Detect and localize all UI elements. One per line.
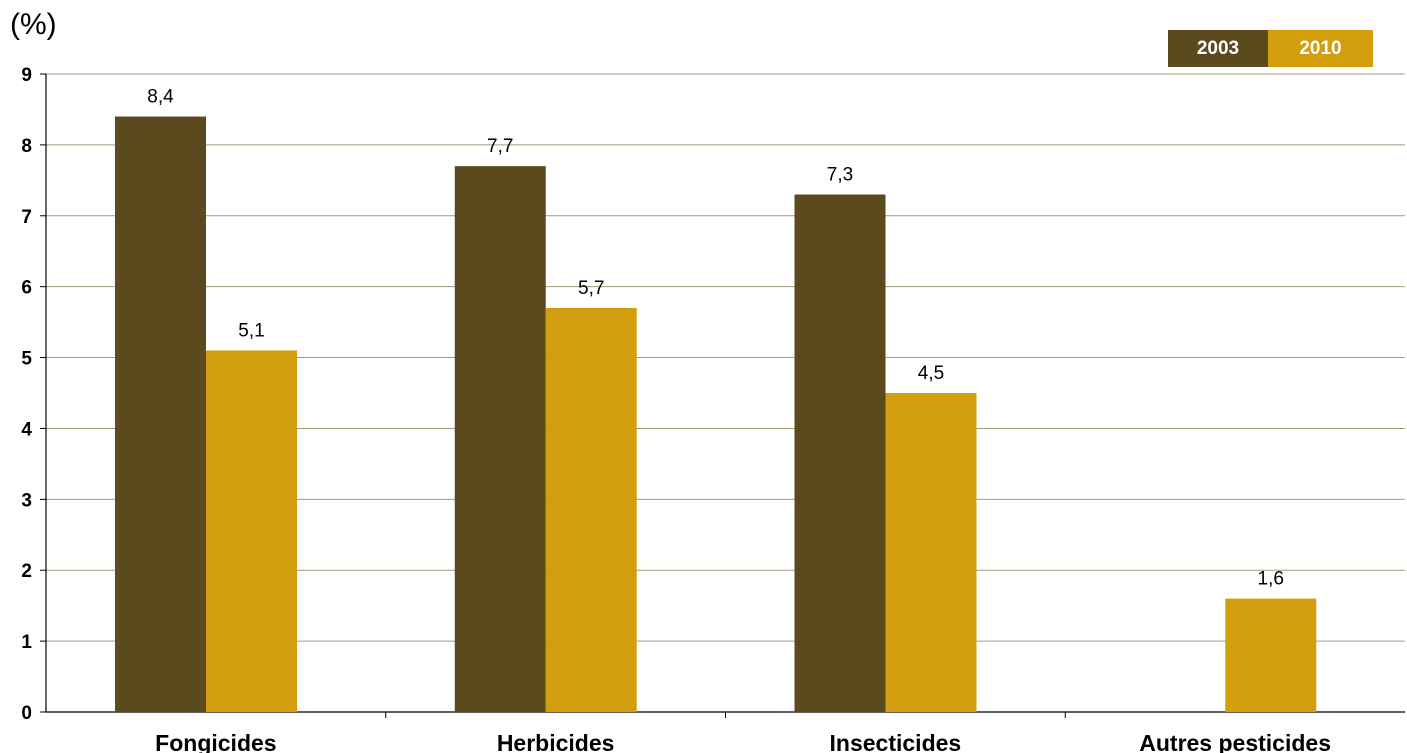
data-label: 7,3 xyxy=(827,165,853,186)
x-category-label: Fongicides xyxy=(155,730,276,753)
bar-2010-fongicides xyxy=(206,350,297,712)
y-tick-label: 9 xyxy=(21,65,32,86)
y-tick-label: 8 xyxy=(21,136,32,157)
data-label: 1,6 xyxy=(1258,569,1284,590)
x-category-label: Herbicides xyxy=(497,730,615,753)
y-tick-label: 7 xyxy=(21,207,32,228)
data-label: 4,5 xyxy=(918,363,944,384)
y-tick-label: 0 xyxy=(21,703,32,724)
y-axis-unit-label: (%) xyxy=(10,8,57,41)
y-tick-label: 3 xyxy=(21,490,32,511)
legend-item-2010: 2010 xyxy=(1268,30,1373,67)
bar-2003-fongicides xyxy=(115,116,206,713)
data-label: 5,1 xyxy=(238,320,264,341)
data-label: 8,4 xyxy=(147,87,174,108)
y-tick-label: 4 xyxy=(21,419,32,440)
x-category-label: Autres pesticides xyxy=(1139,730,1331,753)
bar-2003-insecticides xyxy=(794,194,886,712)
y-tick-label: 5 xyxy=(21,349,32,370)
bar-2010-autres-pesticides xyxy=(1225,598,1317,712)
data-label: 7,7 xyxy=(487,136,513,157)
legend-item-2003: 2003 xyxy=(1168,30,1268,67)
bar-2003-herbicides xyxy=(454,166,546,713)
data-label: 5,7 xyxy=(578,278,604,299)
y-tick-label: 1 xyxy=(21,632,32,653)
bar-2010-herbicides xyxy=(545,307,637,712)
x-category-label: Insecticides xyxy=(830,730,962,753)
y-tick-label: 2 xyxy=(21,561,32,582)
bar-2010-insecticides xyxy=(885,393,977,712)
y-tick-label: 6 xyxy=(21,278,32,299)
legend: 2003 2010 xyxy=(1168,30,1373,67)
